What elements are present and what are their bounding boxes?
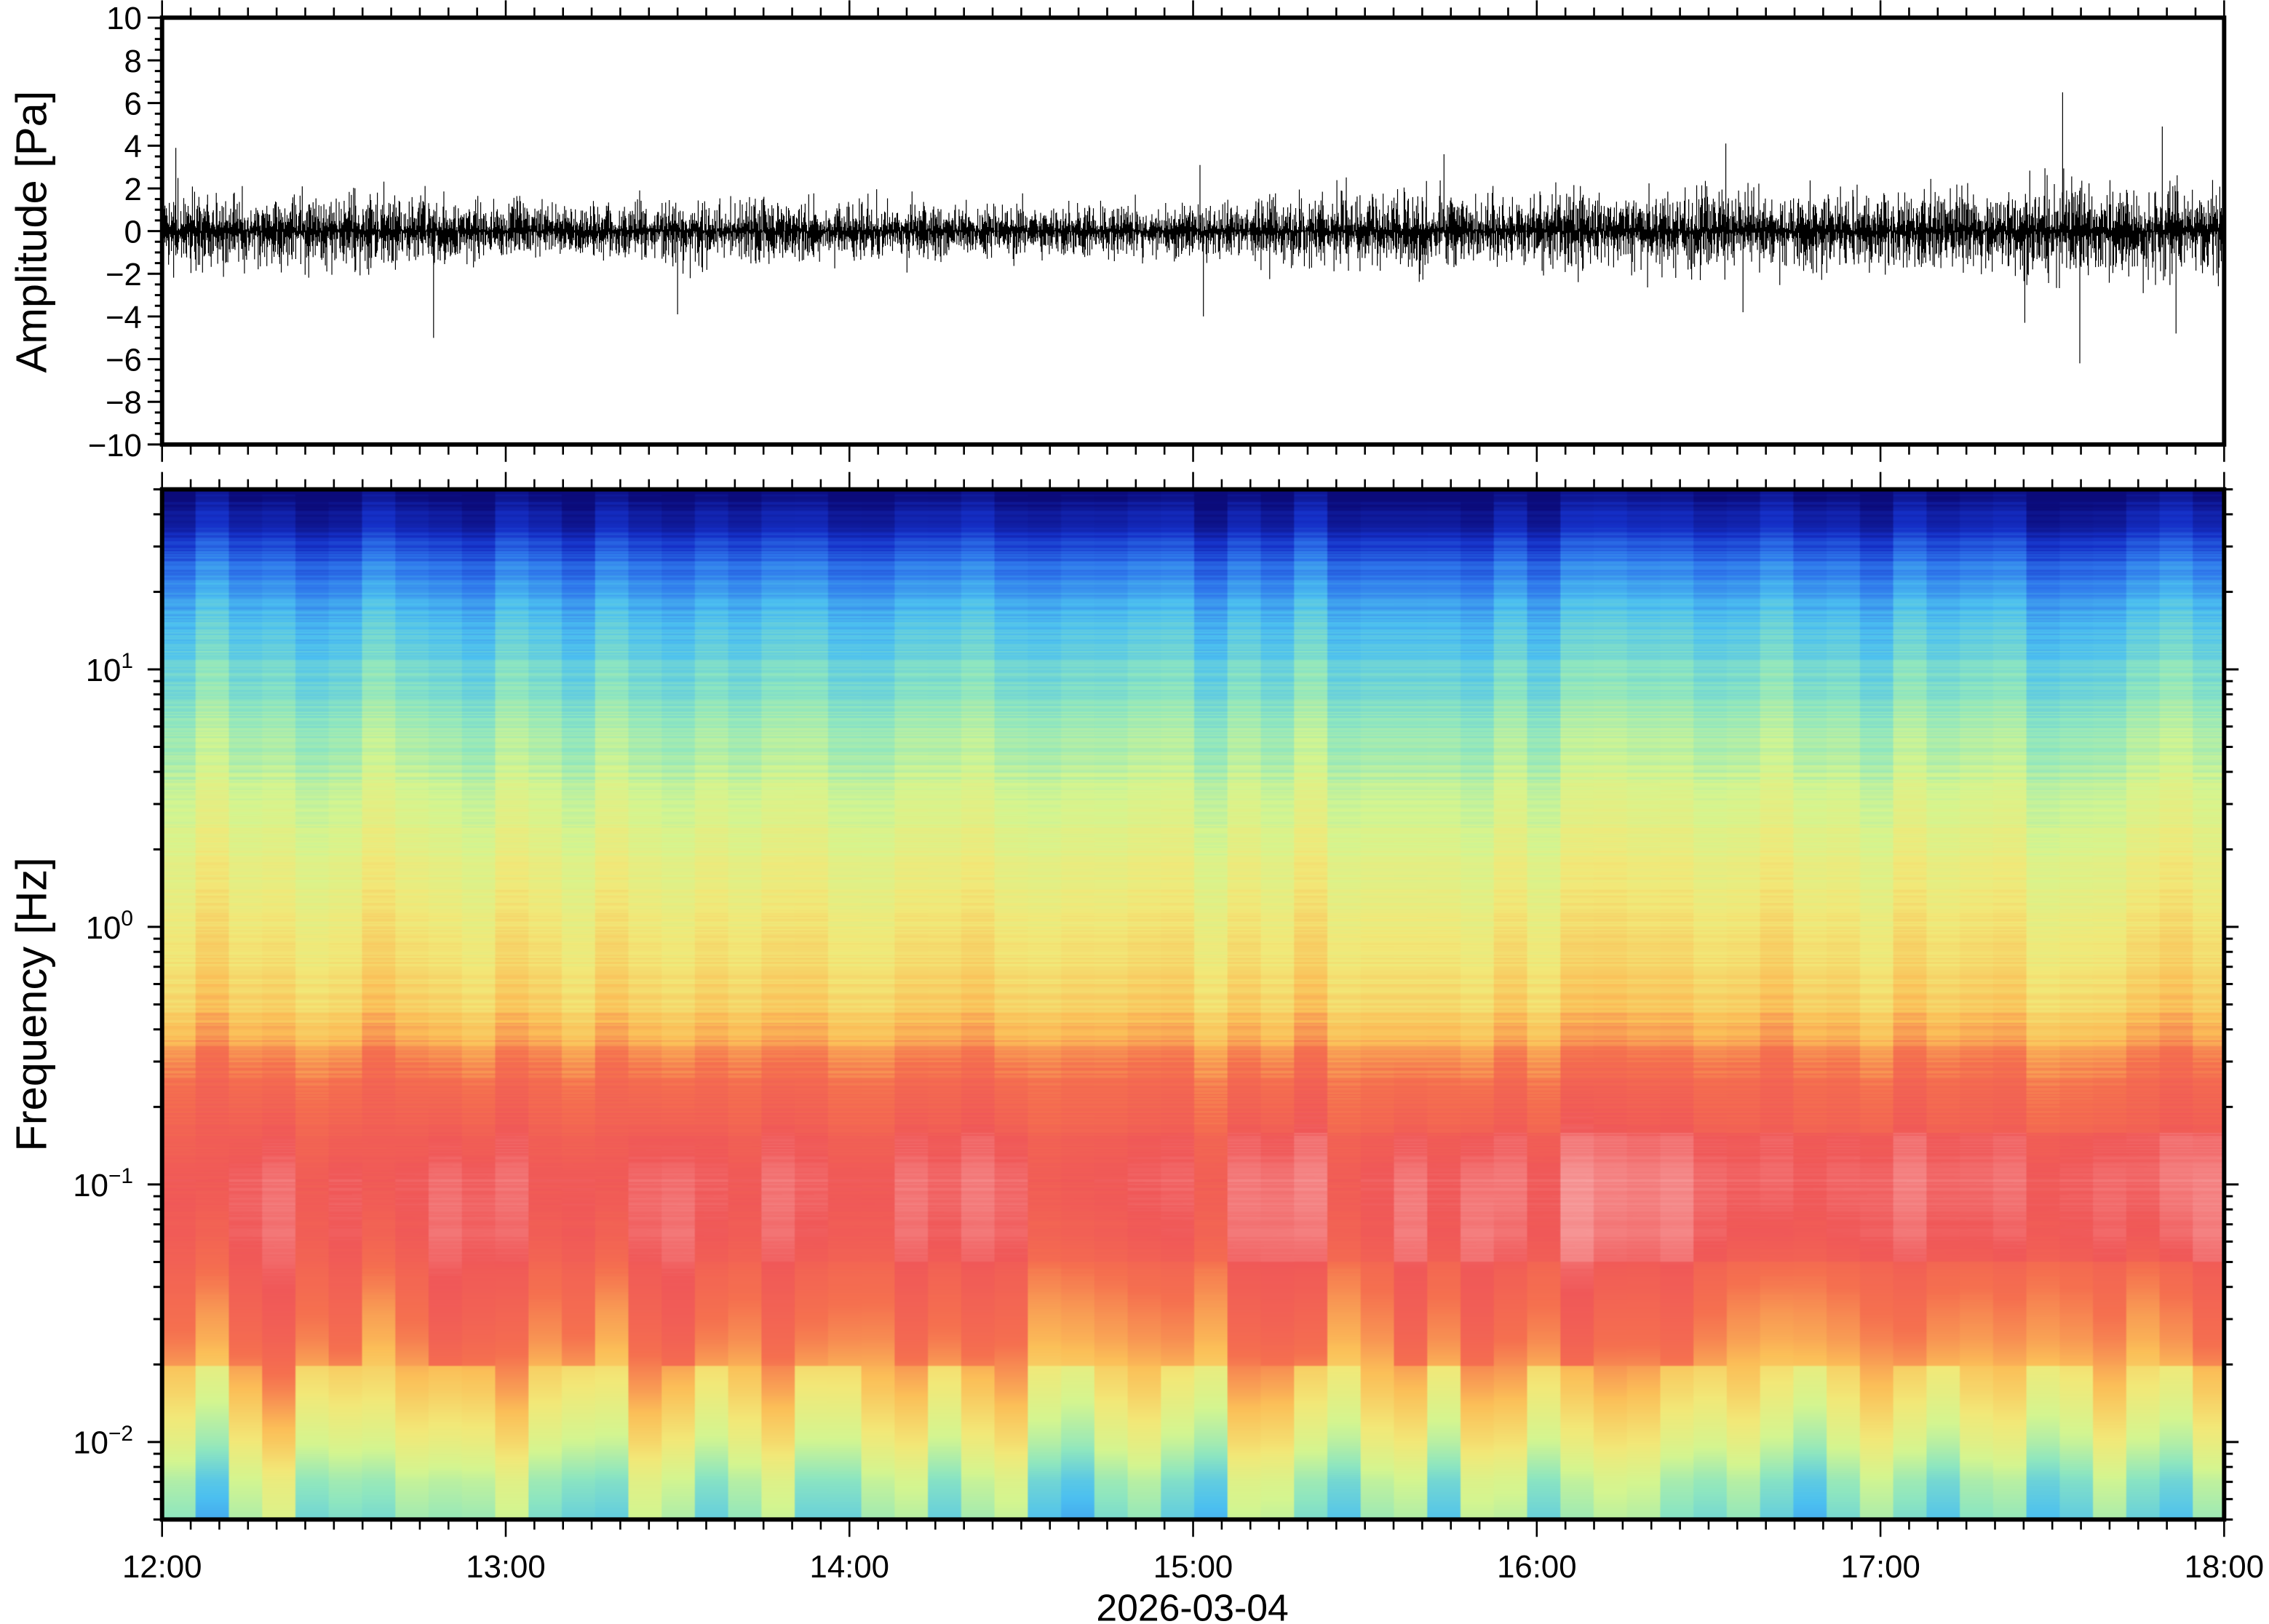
tick-base: 10 bbox=[73, 1168, 108, 1203]
tick-exponent: −2 bbox=[108, 1422, 133, 1446]
tick-exponent: 0 bbox=[121, 907, 133, 931]
time-tick-label: 17:00 bbox=[1840, 1549, 1920, 1585]
tick-base: 10 bbox=[73, 1425, 108, 1461]
time-tick-label: 14:00 bbox=[810, 1549, 889, 1585]
amplitude-axis-label: Amplitude [Pa] bbox=[7, 91, 56, 373]
time-tick-label: 15:00 bbox=[1153, 1549, 1233, 1585]
time-tick-label: 13:00 bbox=[466, 1549, 545, 1585]
frequency-y-tick-label: 101 bbox=[86, 649, 133, 688]
amplitude-plot-frame bbox=[159, 15, 2227, 447]
amplitude-y-tick-label: −8 bbox=[106, 385, 142, 421]
amplitude-y-tick-label: −2 bbox=[106, 257, 142, 292]
amplitude-y-tick-label: 10 bbox=[106, 1, 142, 36]
amplitude-y-tick-label: −10 bbox=[88, 428, 142, 463]
spectrogram-heatmap bbox=[162, 489, 2225, 1519]
tick-exponent: −1 bbox=[108, 1164, 133, 1188]
frequency-y-tick-label: 10−1 bbox=[73, 1164, 133, 1203]
amplitude-y-tick-label: 8 bbox=[124, 44, 142, 79]
amplitude-y-tick-label: 6 bbox=[124, 87, 142, 122]
amplitude-y-tick-label: −6 bbox=[106, 343, 142, 378]
amplitude-y-tick-label: 0 bbox=[124, 215, 142, 250]
date-axis-label: 2026-03-04 bbox=[1096, 1587, 1288, 1624]
amplitude-y-tick-label: −4 bbox=[106, 300, 142, 335]
frequency-axis-label: Frequency [Hz] bbox=[7, 857, 56, 1151]
tick-base: 10 bbox=[86, 910, 122, 946]
tick-base: 10 bbox=[86, 653, 122, 688]
time-tick-label: 12:00 bbox=[122, 1549, 202, 1585]
waveform-trace bbox=[163, 92, 2222, 364]
frequency-y-tick-label: 100 bbox=[86, 907, 133, 946]
frequency-y-tick-label: 10−2 bbox=[73, 1422, 133, 1461]
amplitude-y-tick-label: 4 bbox=[124, 129, 142, 164]
time-tick-label: 16:00 bbox=[1497, 1549, 1576, 1585]
spectrogram-plot-frame bbox=[159, 487, 2227, 1522]
tick-exponent: 1 bbox=[121, 649, 133, 673]
amplitude-y-tick-label: 2 bbox=[124, 172, 142, 207]
waveform-line bbox=[163, 92, 2222, 364]
time-tick-label: 18:00 bbox=[2185, 1549, 2264, 1585]
